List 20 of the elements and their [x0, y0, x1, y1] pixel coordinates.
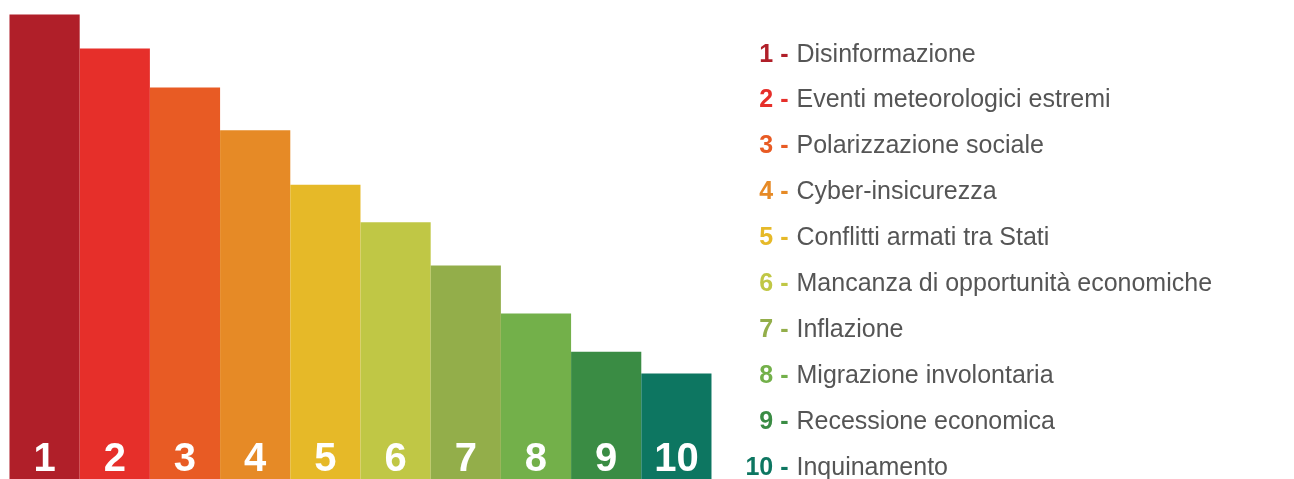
text: 8 - Migrazione involontaria [759, 359, 1054, 388]
text: 1 - Disinformazione [759, 38, 976, 67]
text: 7 - Inflazione [759, 313, 904, 342]
text: 9 - Recessione economica [759, 405, 1056, 434]
x-tick-label: 2 [103, 435, 126, 479]
text: 2 - Eventi meteorologici estremi [759, 84, 1111, 113]
x-tick-label: 6 [384, 435, 407, 479]
x-tick-label: 7 [454, 435, 477, 479]
x-tick-label: 9 [595, 435, 618, 479]
x-tick-label: 3 [173, 435, 197, 479]
x-tick-label: 8 [524, 435, 548, 479]
text: 4 - Cyber-insicurezza [759, 176, 997, 205]
x-tick-label: 1 [33, 435, 56, 479]
x-tick-label: 10 [654, 435, 699, 479]
series-label: 10 - Inquinamento [745, 451, 949, 479]
x-tick-label: 5 [314, 435, 337, 479]
x-tick-label: 4 [244, 435, 268, 479]
text: 6 - Mancanza di opportunità economiche [759, 267, 1213, 296]
text: 3 - Polarizzazione sociale [759, 130, 1044, 159]
text: 5 - Conflitti armati tra Stati [759, 222, 1050, 251]
